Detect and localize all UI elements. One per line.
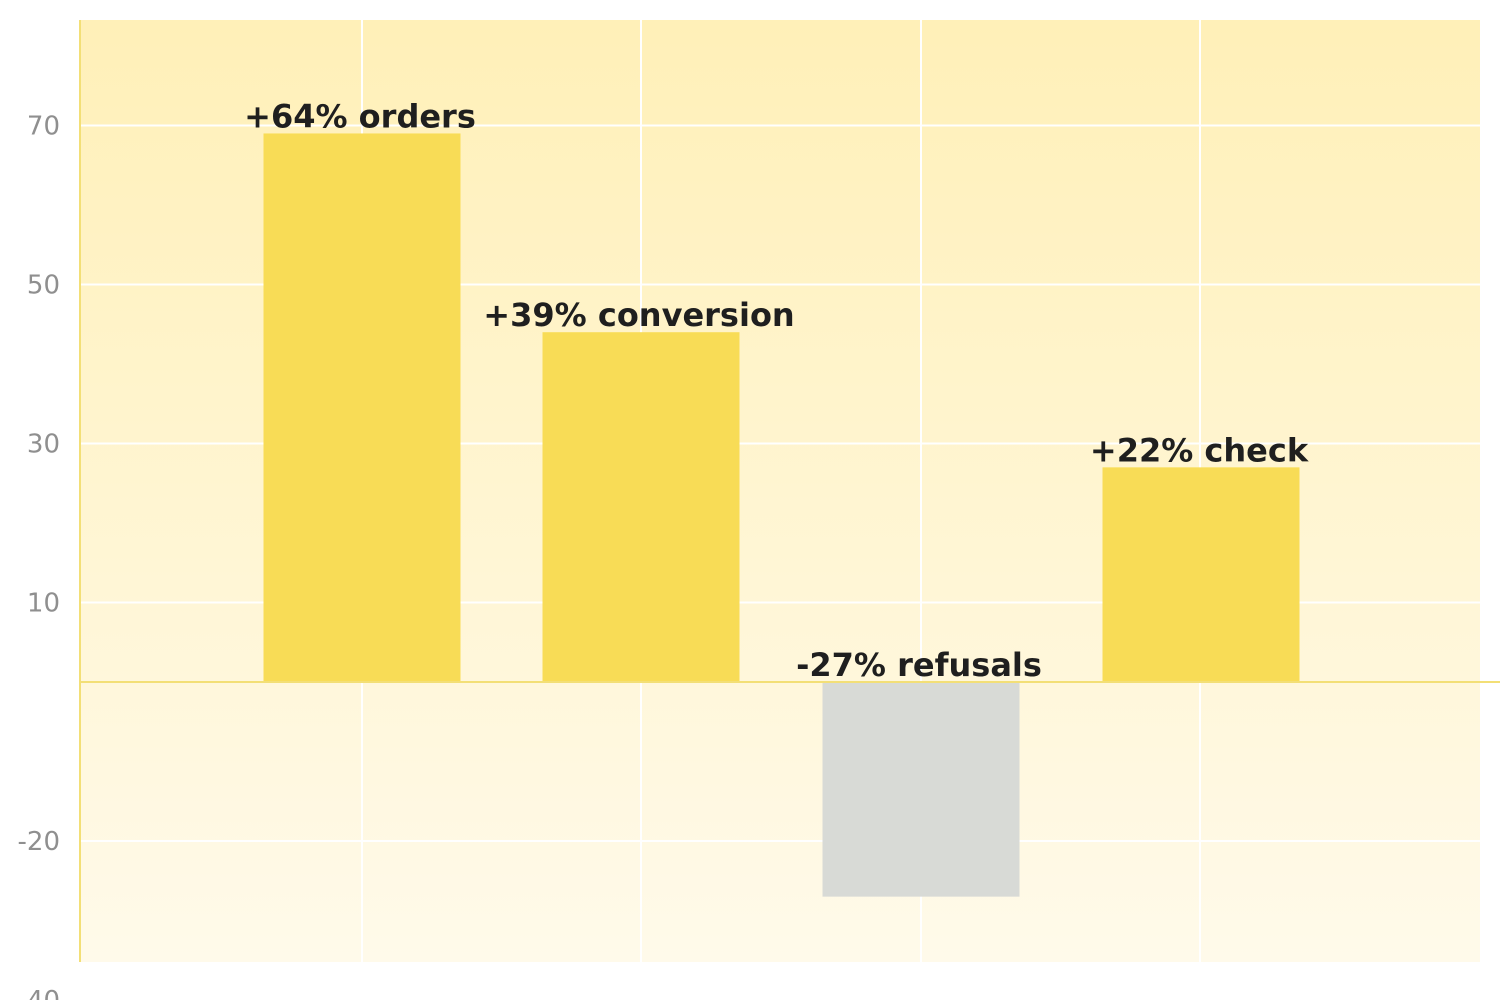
y-tick-label: 50	[27, 271, 60, 301]
data-label-orders: +64% orders	[244, 97, 476, 135]
axes	[79, 20, 1500, 962]
y-tick-label: 70	[27, 112, 60, 142]
bars	[263, 133, 1300, 897]
bar-orders	[263, 133, 461, 682]
y-tick-label: -20	[18, 827, 60, 857]
y-tick-labels: 70 50 30 10 -20 -40	[18, 112, 60, 1000]
data-labels: +64% orders +39% conversion -27% refusals +…	[244, 97, 1309, 684]
y-tick-label: -40	[18, 986, 60, 1000]
data-label-check: +22% check	[1090, 431, 1309, 469]
y-tick-label: 30	[27, 430, 60, 460]
data-label-refusals: -27% refusals	[796, 646, 1042, 684]
y-tick-label: 10	[27, 589, 60, 619]
bar-conversion	[542, 332, 740, 682]
data-label-conversion: +39% conversion	[483, 296, 794, 334]
bar-refusals	[822, 682, 1020, 897]
bar-check	[1102, 467, 1300, 682]
